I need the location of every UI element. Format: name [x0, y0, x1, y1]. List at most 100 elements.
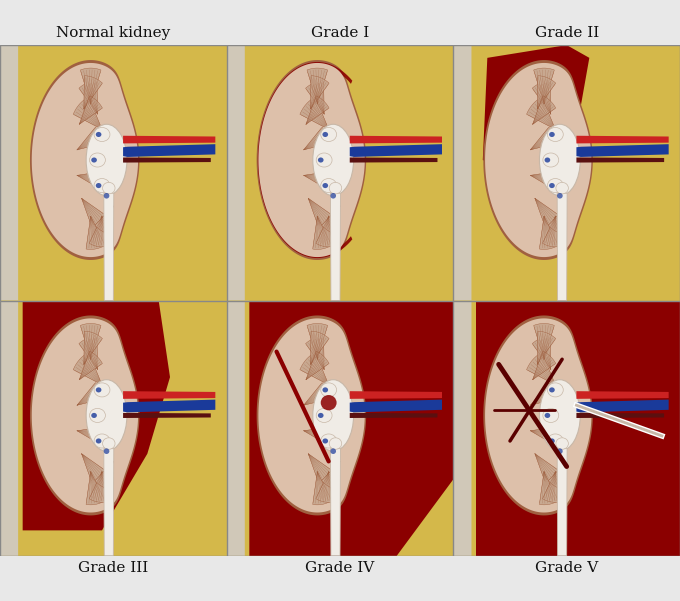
Polygon shape: [307, 323, 328, 359]
Ellipse shape: [90, 409, 105, 423]
Polygon shape: [226, 45, 256, 300]
Polygon shape: [316, 472, 333, 502]
Ellipse shape: [329, 182, 341, 194]
Polygon shape: [84, 331, 103, 364]
Polygon shape: [30, 316, 139, 516]
Polygon shape: [86, 216, 105, 249]
Ellipse shape: [94, 434, 110, 448]
Polygon shape: [532, 337, 551, 370]
Polygon shape: [104, 194, 114, 300]
Ellipse shape: [549, 439, 555, 444]
Text: Grade I: Grade I: [311, 26, 369, 40]
Ellipse shape: [86, 124, 127, 196]
Polygon shape: [534, 323, 554, 359]
Polygon shape: [258, 62, 352, 258]
Ellipse shape: [103, 193, 109, 198]
Polygon shape: [526, 352, 556, 385]
Polygon shape: [245, 300, 270, 556]
Polygon shape: [226, 300, 256, 556]
Polygon shape: [308, 454, 331, 482]
Polygon shape: [258, 63, 364, 257]
Polygon shape: [350, 391, 442, 399]
Polygon shape: [535, 454, 558, 482]
Ellipse shape: [557, 193, 563, 198]
Ellipse shape: [543, 153, 559, 167]
Polygon shape: [305, 337, 324, 370]
Polygon shape: [89, 472, 106, 502]
Text: Grade IV: Grade IV: [305, 561, 375, 575]
Polygon shape: [535, 198, 558, 227]
Polygon shape: [73, 352, 102, 385]
Polygon shape: [350, 157, 437, 162]
Ellipse shape: [103, 438, 115, 450]
Polygon shape: [123, 136, 216, 144]
Polygon shape: [73, 97, 102, 129]
Ellipse shape: [547, 434, 563, 448]
Text: Grade II: Grade II: [534, 26, 599, 40]
Polygon shape: [350, 413, 437, 418]
Polygon shape: [304, 383, 330, 405]
Polygon shape: [485, 63, 592, 257]
Polygon shape: [305, 81, 324, 114]
Polygon shape: [308, 198, 331, 227]
Polygon shape: [543, 216, 559, 247]
Polygon shape: [322, 462, 340, 489]
Polygon shape: [306, 351, 329, 380]
Polygon shape: [476, 300, 680, 556]
Ellipse shape: [321, 127, 337, 141]
Polygon shape: [256, 60, 366, 260]
Ellipse shape: [96, 388, 101, 392]
Polygon shape: [77, 383, 103, 405]
Ellipse shape: [103, 182, 115, 194]
Polygon shape: [300, 97, 328, 129]
Ellipse shape: [322, 439, 328, 444]
Ellipse shape: [103, 448, 109, 454]
Polygon shape: [557, 194, 567, 300]
Polygon shape: [526, 97, 556, 129]
Polygon shape: [313, 472, 332, 505]
Polygon shape: [454, 45, 680, 300]
Polygon shape: [577, 391, 668, 399]
Polygon shape: [104, 448, 114, 556]
Polygon shape: [32, 319, 138, 513]
Polygon shape: [313, 216, 332, 249]
Polygon shape: [330, 194, 341, 300]
Polygon shape: [0, 300, 226, 556]
Polygon shape: [311, 76, 329, 109]
Polygon shape: [256, 316, 366, 516]
Polygon shape: [95, 206, 114, 233]
Polygon shape: [549, 462, 566, 489]
Polygon shape: [300, 352, 328, 385]
Polygon shape: [32, 63, 138, 257]
Polygon shape: [307, 68, 328, 104]
Polygon shape: [549, 206, 566, 233]
Polygon shape: [534, 68, 554, 104]
Polygon shape: [80, 351, 103, 380]
Polygon shape: [577, 400, 668, 412]
Ellipse shape: [96, 132, 101, 137]
Ellipse shape: [545, 157, 550, 162]
Polygon shape: [89, 216, 106, 247]
Ellipse shape: [94, 178, 110, 192]
Text: Grade III: Grade III: [78, 561, 148, 575]
Ellipse shape: [539, 124, 580, 196]
Polygon shape: [530, 383, 557, 405]
Ellipse shape: [322, 388, 328, 392]
Polygon shape: [530, 127, 557, 150]
Polygon shape: [86, 472, 105, 505]
Polygon shape: [483, 316, 593, 516]
Ellipse shape: [556, 182, 568, 194]
Ellipse shape: [539, 380, 580, 451]
Polygon shape: [250, 300, 454, 556]
Polygon shape: [530, 171, 558, 189]
Polygon shape: [322, 206, 340, 233]
Polygon shape: [532, 96, 556, 124]
Polygon shape: [18, 45, 43, 300]
Polygon shape: [306, 96, 329, 124]
Ellipse shape: [94, 127, 110, 141]
Ellipse shape: [91, 157, 97, 162]
Ellipse shape: [316, 409, 332, 423]
Polygon shape: [454, 45, 483, 300]
Polygon shape: [485, 319, 592, 513]
Polygon shape: [123, 157, 211, 162]
